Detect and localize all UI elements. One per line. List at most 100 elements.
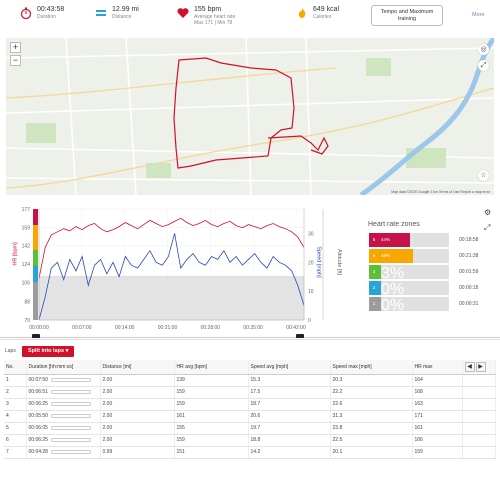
zone3-strip bbox=[33, 250, 38, 266]
table-cell: 00:06:25 bbox=[26, 434, 101, 447]
zoom-in-button[interactable]: + bbox=[10, 42, 21, 53]
table-cell: 151 bbox=[174, 446, 249, 459]
chart-fullscreen-icon[interactable]: ⤢ bbox=[484, 223, 491, 232]
training-benefit-button[interactable]: Tempo and Maximum training bbox=[371, 5, 443, 26]
table-cell: 00:05:50 bbox=[26, 410, 101, 423]
duration-progress bbox=[50, 425, 91, 430]
table-cell: 2 bbox=[4, 386, 27, 399]
hr-value: 155 bpm bbox=[194, 6, 222, 13]
zone-time: 00:21:38 bbox=[459, 253, 479, 259]
more-link[interactable]: More bbox=[472, 12, 485, 18]
table-cell bbox=[462, 398, 496, 411]
laps-table: No. Duration [hh:mm:ss] Distance [mi] HR av… bbox=[4, 360, 496, 459]
zone-percent: 44% bbox=[381, 237, 391, 242]
table-cell: 22.5 bbox=[330, 434, 413, 447]
hr-tick-label: 142 bbox=[22, 243, 31, 249]
zone-number: 1 bbox=[369, 297, 379, 311]
duration-progress bbox=[50, 413, 91, 418]
table-row[interactable]: 6 00:06:25 2.00 159 18.8 22.5 166 bbox=[4, 434, 496, 447]
table-cell: 20.3 bbox=[330, 374, 413, 387]
speed-tick-label: 30 bbox=[308, 231, 314, 237]
zone-bar: 48% bbox=[379, 249, 413, 263]
x-tick-label: 00:28:00 bbox=[201, 325, 221, 331]
table-row[interactable]: 1 00:07:50 2.00 139 15.3 20.3 164 bbox=[4, 374, 496, 387]
column-header: HR avg [bpm] bbox=[174, 360, 249, 375]
table-cell: 00:07:50 bbox=[26, 374, 101, 387]
column-header: Speed max [mph] bbox=[330, 360, 413, 375]
zone-bar bbox=[379, 297, 381, 311]
hr-line bbox=[38, 217, 305, 279]
hr-zones-title: Heart rate zones bbox=[368, 221, 420, 228]
hr-maxmin: Max 171 | Min 78 bbox=[194, 20, 233, 26]
table-cell bbox=[462, 446, 496, 459]
zone5-strip bbox=[33, 209, 38, 225]
range-start-handle[interactable] bbox=[32, 334, 40, 341]
table-cell bbox=[462, 422, 496, 435]
table-row[interactable]: 2 00:06:51 2.00 159 17.5 22.2 168 bbox=[4, 386, 496, 399]
column-header: HR max bbox=[412, 360, 463, 375]
zone-bar bbox=[379, 265, 382, 279]
split-into-laps-button[interactable]: Split into laps ▾ bbox=[22, 346, 75, 357]
table-cell: 155 bbox=[174, 422, 249, 435]
table-row[interactable]: 3 00:06:25 2.00 159 18.7 22.6 163 bbox=[4, 398, 496, 411]
zone-percent: 48% bbox=[381, 253, 391, 258]
star-icon[interactable]: ☆ bbox=[478, 170, 489, 181]
next-column-icon[interactable]: ▶ bbox=[475, 361, 486, 372]
x-tick-label: 00:00:00 bbox=[29, 325, 49, 331]
hr-label: Average heart rate bbox=[194, 14, 236, 20]
chevron-down-icon: ▾ bbox=[65, 348, 69, 354]
hr-zone-row: 3 3% 00:01:59 bbox=[369, 265, 478, 282]
table-cell: 23.8 bbox=[330, 422, 413, 435]
locate-icon[interactable]: ◎ bbox=[478, 44, 489, 55]
zone2-strip bbox=[33, 266, 38, 282]
laps-tab[interactable]: Laps bbox=[5, 348, 16, 354]
duration-progress bbox=[50, 449, 91, 454]
table-cell: 159 bbox=[412, 446, 463, 459]
zoom-out-button[interactable]: − bbox=[10, 55, 21, 66]
column-header: No. bbox=[4, 360, 27, 375]
split-label: Split into laps bbox=[28, 348, 65, 354]
table-cell: 17.5 bbox=[248, 386, 331, 399]
zone-number: 4 bbox=[369, 249, 379, 263]
table-row[interactable]: 5 00:06:05 2.00 155 19.7 23.8 161 bbox=[4, 422, 496, 435]
speed-tick-label: 10 bbox=[308, 289, 314, 295]
zone-number: 5 bbox=[369, 233, 379, 247]
hr-zone-row: 5 44% 00:18:58 bbox=[369, 233, 478, 247]
column-nav: ◀ ▶ bbox=[462, 360, 496, 375]
distance-icon bbox=[96, 10, 106, 16]
flame-icon bbox=[298, 8, 306, 18]
calories-value: 649 kcal bbox=[313, 6, 340, 13]
table-cell: 2.00 bbox=[100, 398, 175, 411]
zone-number: 3 bbox=[369, 265, 379, 279]
hr-tick-label: 159 bbox=[22, 226, 31, 232]
fullscreen-icon[interactable]: ⤢ bbox=[478, 60, 489, 71]
table-cell: 6 bbox=[4, 434, 27, 447]
table-cell: 7 bbox=[4, 446, 27, 459]
hr-axis-label: HR [bpm] bbox=[12, 242, 19, 266]
hr-tick-label: 88 bbox=[24, 299, 30, 305]
table-cell: 2.00 bbox=[100, 434, 175, 447]
table-cell: 163 bbox=[412, 398, 463, 411]
table-row[interactable]: 4 00:05:50 2.00 161 20.6 31.3 171 bbox=[4, 410, 496, 423]
route-map[interactable]: + − ◎ ⤢ ☆ Map data ©2020 Google 2 km Ter… bbox=[6, 38, 494, 195]
table-cell: 2.00 bbox=[100, 422, 175, 435]
table-cell bbox=[462, 374, 496, 387]
table-cell: 15.3 bbox=[248, 374, 331, 387]
settings-icon[interactable]: ⚙ bbox=[484, 208, 492, 217]
hr-zone-row: 4 48% 00:21:38 bbox=[369, 249, 478, 263]
hr-tick-label: 124 bbox=[22, 262, 31, 268]
distance-value: 12.99 mi bbox=[112, 6, 139, 13]
range-end-handle[interactable] bbox=[296, 334, 304, 341]
prev-column-icon[interactable]: ◀ bbox=[464, 361, 475, 372]
speed-line bbox=[38, 233, 305, 321]
chart-panel: 70 88 106 124 142 159 177 0 10 20 30 00:00:00 00:07:… bbox=[0, 203, 500, 341]
table-cell: 2.00 bbox=[100, 386, 175, 399]
training-line1: Tempo and Maximum bbox=[380, 9, 434, 15]
table-cell: 0.99 bbox=[100, 446, 175, 459]
table-row[interactable]: 7 00:04:28 0.99 151 14.2 20.1 159 bbox=[4, 446, 496, 459]
table-cell: 168 bbox=[412, 386, 463, 399]
altitude-area bbox=[38, 276, 305, 321]
column-header: Speed avg [mph] bbox=[248, 360, 331, 375]
hr-tick-label: 106 bbox=[22, 281, 31, 287]
